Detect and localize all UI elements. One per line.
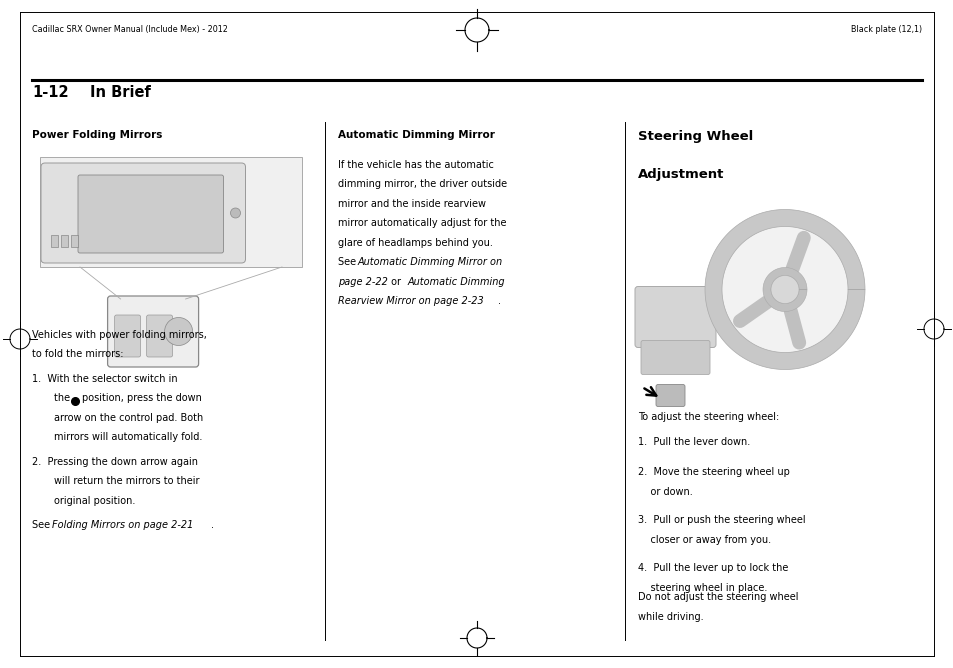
- Text: mirror automatically adjust for the: mirror automatically adjust for the: [337, 218, 506, 228]
- FancyBboxPatch shape: [114, 315, 140, 357]
- Text: closer or away from you.: closer or away from you.: [638, 535, 770, 545]
- Text: 2.  Pressing the down arrow again: 2. Pressing the down arrow again: [32, 457, 198, 467]
- FancyBboxPatch shape: [656, 385, 684, 407]
- FancyBboxPatch shape: [41, 163, 245, 263]
- Text: See: See: [337, 257, 359, 267]
- Text: mirrors will automatically fold.: mirrors will automatically fold.: [54, 432, 202, 442]
- Text: Folding Mirrors on page 2-21: Folding Mirrors on page 2-21: [51, 520, 193, 530]
- Bar: [71, 235, 78, 247]
- Text: 3.  Pull or push the steering wheel: 3. Pull or push the steering wheel: [638, 515, 804, 525]
- Text: while driving.: while driving.: [638, 612, 703, 622]
- Text: If the vehicle has the automatic: If the vehicle has the automatic: [337, 160, 494, 170]
- Text: 4.  Pull the lever up to lock the: 4. Pull the lever up to lock the: [638, 563, 787, 573]
- Text: arrow on the control pad. Both: arrow on the control pad. Both: [54, 413, 203, 423]
- Text: Automatic Dimming Mirror on: Automatic Dimming Mirror on: [357, 257, 502, 267]
- Text: Automatic Dimming: Automatic Dimming: [407, 277, 504, 287]
- Text: page 2-22: page 2-22: [337, 277, 388, 287]
- Text: dimming mirror, the driver outside: dimming mirror, the driver outside: [337, 180, 507, 190]
- Text: To adjust the steering wheel:: To adjust the steering wheel:: [638, 412, 779, 422]
- FancyBboxPatch shape: [78, 175, 223, 253]
- Text: Do not adjust the steering wheel: Do not adjust the steering wheel: [638, 592, 798, 602]
- Text: the: the: [54, 393, 73, 403]
- Text: Steering Wheel: Steering Wheel: [638, 130, 753, 143]
- Text: glare of headlamps behind you.: glare of headlamps behind you.: [337, 238, 493, 248]
- Bar: [61, 235, 68, 247]
- Text: or: or: [387, 277, 403, 287]
- Text: Black plate (12,1): Black plate (12,1): [850, 25, 921, 34]
- Text: original position.: original position.: [54, 496, 135, 506]
- Text: 1-12: 1-12: [32, 85, 69, 100]
- Circle shape: [165, 317, 193, 345]
- Polygon shape: [762, 267, 806, 311]
- FancyBboxPatch shape: [108, 296, 198, 367]
- Text: In Brief: In Brief: [90, 85, 151, 100]
- Text: or down.: or down.: [638, 487, 692, 497]
- Polygon shape: [721, 226, 847, 353]
- Text: Cadillac SRX Owner Manual (Include Mex) - 2012: Cadillac SRX Owner Manual (Include Mex) …: [32, 25, 228, 34]
- Circle shape: [231, 208, 240, 218]
- Text: steering wheel in place.: steering wheel in place.: [638, 583, 766, 593]
- FancyBboxPatch shape: [640, 341, 709, 375]
- Text: See: See: [32, 520, 53, 530]
- Bar: [51, 235, 58, 247]
- FancyBboxPatch shape: [635, 287, 716, 347]
- Text: mirror and the inside rearview: mirror and the inside rearview: [337, 199, 485, 209]
- Text: 1.  With the selector switch in: 1. With the selector switch in: [32, 374, 177, 384]
- Text: Automatic Dimming Mirror: Automatic Dimming Mirror: [337, 130, 495, 140]
- Text: 1.  Pull the lever down.: 1. Pull the lever down.: [638, 437, 749, 447]
- FancyBboxPatch shape: [147, 315, 172, 357]
- Text: .: .: [211, 520, 213, 530]
- Text: .: .: [497, 297, 500, 307]
- Text: will return the mirrors to their: will return the mirrors to their: [54, 476, 199, 486]
- Text: Vehicles with power folding mirrors,: Vehicles with power folding mirrors,: [32, 330, 207, 340]
- Circle shape: [770, 275, 799, 303]
- Text: Power Folding Mirrors: Power Folding Mirrors: [32, 130, 162, 140]
- Text: to fold the mirrors:: to fold the mirrors:: [32, 349, 123, 359]
- Polygon shape: [704, 210, 864, 369]
- Text: position, press the down: position, press the down: [81, 393, 201, 403]
- Text: 2.  Move the steering wheel up: 2. Move the steering wheel up: [638, 467, 789, 477]
- Text: Rearview Mirror on page 2-23: Rearview Mirror on page 2-23: [337, 297, 483, 307]
- Text: Adjustment: Adjustment: [638, 168, 723, 181]
- Bar: [40, 157, 302, 267]
